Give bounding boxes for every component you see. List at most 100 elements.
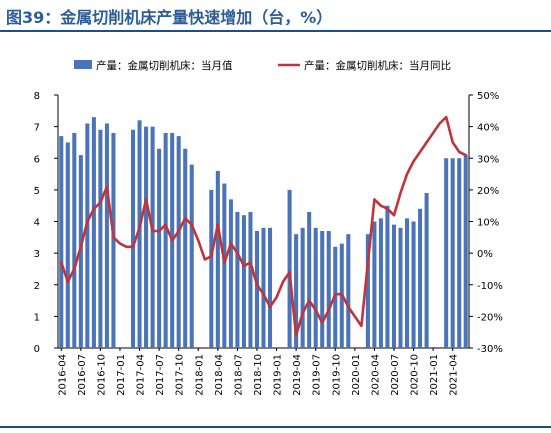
line-point xyxy=(275,296,278,299)
x-tick-label: 2020-04 xyxy=(370,354,381,396)
right-tick-label: 40% xyxy=(477,123,499,134)
line-point xyxy=(204,258,206,261)
line-point xyxy=(210,255,213,258)
line-point xyxy=(132,246,134,248)
bar xyxy=(235,212,240,348)
right-tick-label: -20% xyxy=(477,312,503,323)
left-tick-label: 3 xyxy=(34,249,40,260)
line-point xyxy=(458,151,461,153)
figure-title: 图39：金属切削机床产量快速增加（台，%） xyxy=(6,8,333,27)
bar xyxy=(405,218,410,348)
line-point xyxy=(86,220,89,223)
x-tick-label: 2018-04 xyxy=(214,354,225,396)
x-tick-labels: 2016-04 2016-07 2016-10 2017-01 2017-04 2017-… xyxy=(57,348,460,396)
bar xyxy=(163,132,168,348)
x-tick-label: 2016-07 xyxy=(77,354,88,396)
line-point xyxy=(393,214,395,216)
bar xyxy=(300,227,305,348)
left-tick-label: 0 xyxy=(34,344,40,355)
bar xyxy=(463,155,468,348)
x-tick-label: 2021-04 xyxy=(449,354,460,396)
line-point xyxy=(112,236,115,239)
bar xyxy=(137,120,142,348)
line-point xyxy=(164,223,167,226)
line-point xyxy=(282,280,284,283)
x-tick-label: 2020-07 xyxy=(390,354,401,396)
x-tick-label: 2017-07 xyxy=(155,354,166,396)
bar xyxy=(372,221,377,348)
bar xyxy=(176,136,181,348)
bar xyxy=(326,230,331,348)
line-point xyxy=(386,208,389,210)
bar xyxy=(313,227,318,348)
line-point xyxy=(125,246,128,248)
bar xyxy=(144,126,149,348)
line-point xyxy=(80,246,82,248)
line-point xyxy=(119,242,121,245)
line-point xyxy=(438,122,441,125)
x-tick-label: 2016-10 xyxy=(96,354,107,396)
bar xyxy=(450,158,455,348)
bar xyxy=(183,148,188,348)
left-tick-label: 6 xyxy=(34,154,40,165)
line-point xyxy=(106,185,108,188)
bar xyxy=(222,183,227,348)
x-tick-label: 2021-01 xyxy=(429,354,440,396)
line-point xyxy=(308,299,311,302)
line-series xyxy=(59,115,468,337)
x-tick-label: 2017-10 xyxy=(175,354,186,396)
bar xyxy=(72,132,77,348)
bar xyxy=(444,158,449,348)
bar xyxy=(378,218,383,348)
x-tick-label: 2020-01 xyxy=(351,354,362,396)
top-rule xyxy=(0,30,551,32)
legend-bar-label: 产量：金属切削机床：当月值 xyxy=(96,59,233,72)
left-tick-label: 2 xyxy=(34,281,40,292)
right-tick-label: 50% xyxy=(477,91,499,102)
bar xyxy=(346,234,351,348)
line-point xyxy=(301,312,304,315)
line-point xyxy=(230,242,232,245)
bottom-rule xyxy=(0,426,551,428)
line-point xyxy=(269,306,271,308)
line-point xyxy=(217,223,219,226)
line-point xyxy=(60,261,63,264)
right-tick-label: 20% xyxy=(477,186,499,197)
line-point xyxy=(425,141,428,144)
line-point xyxy=(373,198,376,201)
x-tick-label: 2018-10 xyxy=(253,354,264,396)
bar xyxy=(411,221,416,348)
bar xyxy=(385,205,390,348)
x-tick-label: 2018-01 xyxy=(194,354,205,396)
bar xyxy=(287,189,292,348)
x-tick-label: 2019-07 xyxy=(312,354,323,396)
bar xyxy=(254,230,259,348)
left-tick-label: 7 xyxy=(34,123,40,134)
bar xyxy=(424,193,429,348)
bar xyxy=(98,129,103,348)
line-point xyxy=(380,204,382,207)
line-point xyxy=(347,306,350,308)
x-tick-label: 2017-04 xyxy=(136,354,147,396)
legend-bar-swatch xyxy=(74,60,92,69)
line-point xyxy=(197,239,200,242)
x-tick-label: 2019-04 xyxy=(292,354,303,396)
bar xyxy=(189,164,194,348)
bar xyxy=(104,123,109,349)
left-tick-label: 5 xyxy=(34,186,40,197)
line-point xyxy=(67,280,69,283)
line-point xyxy=(419,151,421,153)
x-tick-label: 2017-01 xyxy=(116,354,127,396)
legend-line-label: 产量：金属切削机床：当月同比 xyxy=(304,59,451,72)
bar xyxy=(391,224,396,348)
line-point xyxy=(406,173,408,175)
line-point xyxy=(93,208,95,210)
bar xyxy=(268,227,273,348)
line-point xyxy=(262,293,265,296)
bar xyxy=(294,234,299,348)
line-point xyxy=(73,268,76,270)
line-point xyxy=(412,160,415,163)
line-point xyxy=(171,239,173,242)
line-point xyxy=(432,132,434,134)
